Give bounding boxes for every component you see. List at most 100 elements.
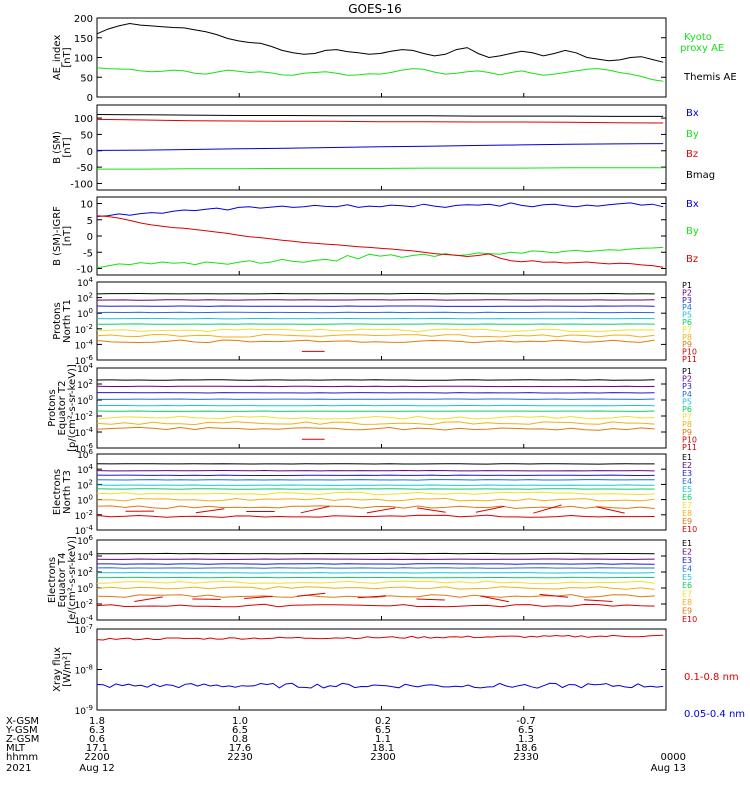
channel-label-p2: P2 — [682, 288, 692, 297]
channel-segment — [300, 505, 330, 514]
panel-frame — [96, 104, 667, 191]
y-axis-label: Electrons North T3 — [52, 469, 73, 515]
y-tick-label: 150 — [74, 34, 93, 45]
channel-label-e4: E4 — [682, 564, 692, 573]
panel-frame — [96, 628, 667, 711]
channel-label-e1: E1 — [682, 453, 692, 462]
channel-label-p11: P11 — [682, 443, 697, 452]
footer-row-label: Z-GSM — [6, 734, 39, 745]
y-tick-label: 10-2 — [75, 598, 93, 611]
channel-line — [96, 497, 655, 502]
channel-label-p3: P3 — [682, 296, 692, 305]
channel-line — [96, 505, 655, 510]
y-tick-label: 106 — [77, 534, 93, 547]
panel-frame — [96, 539, 667, 621]
channel-line — [96, 586, 655, 590]
channel-label-p6: P6 — [682, 318, 692, 327]
series-line-bz — [96, 215, 664, 268]
channel-segment — [244, 595, 273, 600]
y-tick-label: 0 — [87, 147, 93, 158]
y-tick-label: 10-4 — [75, 426, 94, 439]
channel-label-p4: P4 — [682, 303, 692, 312]
channel-segment — [366, 507, 396, 514]
footer-cell: 17.1 — [86, 743, 108, 754]
y-tick-label: -5 — [83, 248, 93, 259]
y-tick-label: 10-4 — [75, 338, 94, 351]
channel-line — [96, 514, 655, 518]
channel-label-e10: E10 — [682, 615, 697, 624]
channel-label-e6: E6 — [682, 581, 692, 590]
channel-label-p2: P2 — [682, 375, 692, 384]
channel-label-p8: P8 — [682, 333, 692, 342]
y-tick-label: 102 — [77, 378, 93, 391]
y-tick-label: 0 — [87, 232, 93, 243]
footer-cell: 0.2 — [375, 716, 391, 727]
y-tick-label: 106 — [77, 448, 93, 461]
series-line-themis-ae — [96, 22, 664, 63]
channel-line — [96, 415, 655, 420]
channel-line — [96, 421, 655, 426]
channel-label-p5: P5 — [682, 397, 692, 406]
footer-cell: 18.6 — [515, 743, 537, 754]
y-tick-label: 100 — [77, 307, 93, 320]
channel-segment — [416, 598, 445, 601]
channel-label-e7: E7 — [682, 501, 692, 510]
footer-cell: 6.5 — [232, 725, 248, 736]
footer-cell: 0.6 — [89, 734, 105, 745]
y-axis-label-line: Electrons — [47, 557, 58, 603]
legend-bx: Bx — [686, 108, 699, 119]
channel-label-p10: P10 — [682, 435, 697, 444]
channel-label-p10: P10 — [682, 348, 697, 357]
series-line-kyoto-proxy-ae — [96, 67, 664, 82]
y-tick-label: 10-6 — [75, 442, 94, 455]
y-tick-label: -10 — [77, 265, 93, 276]
channel-line — [96, 317, 655, 320]
y-tick-label: 10 — [80, 200, 93, 211]
footer-cell: 6.5 — [518, 725, 534, 736]
y-tick-label: 104 — [77, 463, 93, 476]
series-line-xray-1 — [96, 682, 664, 689]
y-axis-label-line: Protons — [47, 389, 58, 426]
y-axis-label-line: [e/(cm²-s-sr-keV)] — [67, 536, 78, 624]
footer-cell: 2330 — [513, 752, 538, 763]
footer-cell: -0.7 — [516, 716, 536, 727]
y-axis-label-line: [nT] — [62, 137, 73, 157]
y-axis-label: Xray flux [W/m²] — [52, 647, 73, 692]
y-axis-label-line: Xray flux — [52, 647, 63, 692]
channel-label-p6: P6 — [682, 405, 692, 414]
channel-segment — [480, 595, 509, 603]
channel-label-e2: E2 — [682, 547, 692, 556]
y-axis-label: Protons North T1 — [52, 299, 73, 343]
footer-cell: 1.0 — [232, 716, 248, 727]
panel-frame — [96, 453, 667, 531]
channel-line — [96, 484, 655, 486]
y-tick-label: -50 — [77, 163, 93, 174]
y-tick-label: 102 — [77, 292, 93, 305]
y-tick-label: 10-2 — [75, 410, 93, 423]
y-tick-label: 50 — [80, 130, 93, 141]
legend-kyoto-line2: proxy AE — [680, 43, 724, 54]
panel-frame — [96, 17, 667, 98]
footer-cell: 1.1 — [375, 734, 391, 745]
series-line-bx — [96, 143, 664, 151]
footer-row-label: MLT — [6, 743, 26, 754]
channel-line — [96, 603, 655, 608]
y-axis-label: Protons Equator T2 [p/(cm²-s-sr-keV)] — [47, 364, 78, 452]
channel-label-e2: E2 — [682, 461, 692, 470]
y-axis-label-line: Equator T4 — [57, 553, 68, 608]
channel-label-p7: P7 — [682, 325, 692, 334]
y-tick-label: 0 — [87, 93, 93, 104]
channel-line — [96, 488, 655, 490]
y-tick-label: 100 — [74, 54, 93, 65]
channel-label-e4: E4 — [682, 477, 692, 486]
y-axis-label-line: Protons — [52, 302, 63, 339]
series-line-by — [96, 246, 664, 269]
channel-label-p4: P4 — [682, 390, 692, 399]
footer-cell: Aug 12 — [79, 763, 114, 774]
channel-label-p9: P9 — [682, 340, 692, 349]
y-tick-label: 10-2 — [75, 323, 93, 336]
channel-label-e3: E3 — [682, 469, 692, 478]
